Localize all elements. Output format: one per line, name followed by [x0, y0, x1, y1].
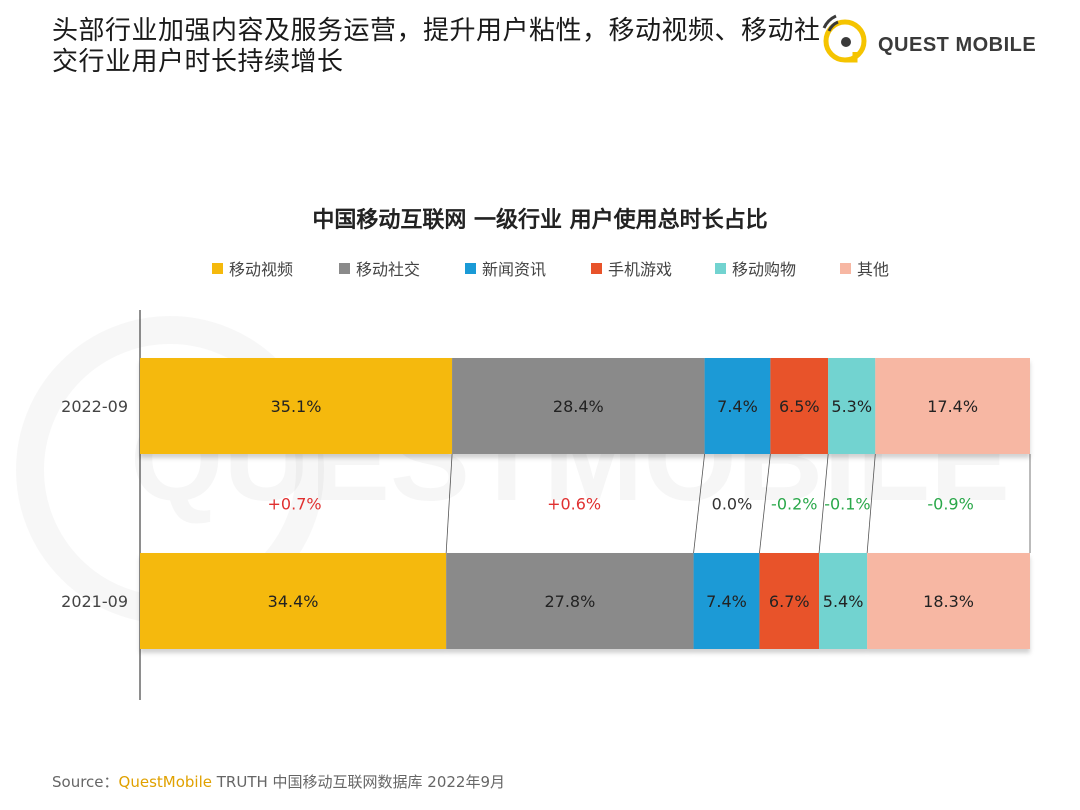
connector-line-3 [759, 453, 771, 554]
questmobile-logo: QUEST MOBILE [818, 12, 1048, 72]
legend-swatch-5 [840, 263, 851, 274]
legend-label-5: 其他 [857, 260, 889, 279]
change-label-0: +0.7% [268, 495, 322, 514]
source-prefix: Source： [52, 773, 119, 791]
chart-title: 中国移动互联网 一级行业 用户使用总时长占比 [312, 207, 767, 233]
data-label-2021-09-0: 34.4% [268, 592, 319, 611]
legend-swatch-1 [339, 263, 350, 274]
source-brand: QuestMobile [118, 773, 212, 791]
data-label-2021-09-3: 6.7% [769, 592, 810, 611]
legend-swatch-0 [212, 263, 223, 274]
data-label-2022-09-5: 17.4% [927, 397, 978, 416]
bar-segment-2022-09-3 [770, 358, 829, 454]
legend-label-4: 移动购物 [732, 260, 796, 279]
change-label-3: -0.2% [771, 495, 817, 514]
bar-segment-2021-09-1 [446, 553, 694, 649]
bar-segment-2022-09-5 [875, 358, 1030, 454]
bar-segment-2022-09-4 [828, 358, 876, 454]
bar-segment-2021-09-3 [759, 553, 820, 649]
change-label-5: -0.9% [927, 495, 973, 514]
logo-wordmark: QUEST MOBILE [878, 34, 1037, 56]
legend-swatch-4 [715, 263, 726, 274]
category-label-2022-09: 2022-09 [61, 397, 128, 416]
data-label-2021-09-2: 7.4% [706, 592, 747, 611]
legend-label-1: 移动社交 [356, 260, 420, 279]
legend-label-2: 新闻资讯 [482, 260, 546, 279]
bar-segment-2022-09-0 [140, 358, 453, 454]
data-label-2022-09-0: 35.1% [271, 397, 322, 416]
data-label-2022-09-3: 6.5% [779, 397, 820, 416]
bar-row-2022-09 [140, 358, 1030, 454]
legend-label-0: 移动视频 [229, 260, 293, 279]
bar-segment-2021-09-0 [140, 553, 447, 649]
connector-line-5 [866, 453, 876, 554]
legend-label-3: 手机游戏 [608, 260, 672, 279]
bar-row-2021-09 [140, 553, 1030, 649]
connector-line-1 [445, 453, 453, 554]
bar-segment-2022-09-2 [704, 358, 771, 454]
data-label-2021-09-5: 18.3% [923, 592, 974, 611]
bar-segment-2021-09-4 [819, 553, 868, 649]
connector-line-4 [818, 453, 829, 554]
source-rest: TRUTH 中国移动互联网数据库 2022年9月 [211, 773, 506, 791]
change-label-4: -0.1% [824, 495, 870, 514]
data-label-2022-09-1: 28.4% [553, 397, 604, 416]
data-label-2021-09-1: 27.8% [544, 592, 595, 611]
questmobile-logo-icon [822, 14, 867, 63]
bar-segment-2022-09-1 [452, 358, 705, 454]
change-label-2: 0.0% [712, 495, 753, 514]
data-label-2022-09-2: 7.4% [717, 397, 758, 416]
bar-segment-2021-09-2 [693, 553, 760, 649]
data-label-2022-09-4: 5.3% [831, 397, 872, 416]
data-label-2021-09-4: 5.4% [823, 592, 864, 611]
category-label-2021-09: 2021-09 [61, 592, 128, 611]
connector-line-2 [693, 453, 705, 554]
page-headline: 头部行业加强内容及服务运营，提升用户粘性，移动视频、移动社交行业用户时长持续增长 [52, 16, 821, 77]
legend-swatch-3 [591, 263, 602, 274]
source-note: Source：QuestMobile TRUTH 中国移动互联网数据库 2022… [52, 771, 505, 792]
legend-swatch-2 [465, 263, 476, 274]
change-label-1: +0.6% [547, 495, 601, 514]
bar-segment-2021-09-5 [867, 553, 1030, 649]
